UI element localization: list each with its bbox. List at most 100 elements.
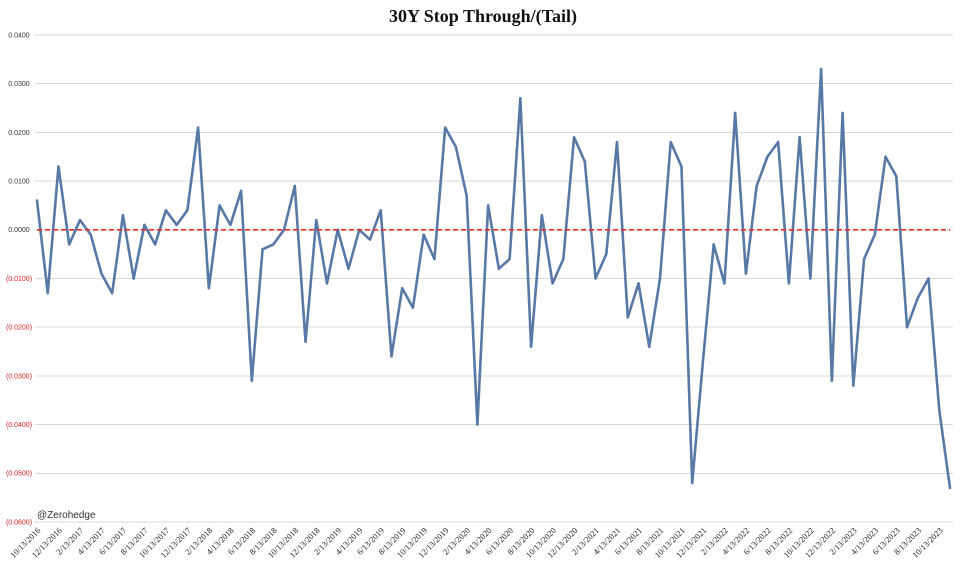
y-tick-label: 0.0100 — [8, 179, 30, 186]
data-point — [905, 326, 909, 329]
data-point — [89, 233, 92, 236]
data-point — [486, 204, 490, 207]
data-point — [626, 316, 629, 319]
data-point — [368, 238, 372, 241]
data-point — [605, 252, 608, 256]
data-point — [583, 160, 586, 163]
data-point — [186, 209, 189, 212]
data-point — [411, 306, 415, 309]
data-point — [637, 282, 640, 285]
watermark: @Zerohedge — [37, 510, 96, 521]
data-point — [648, 345, 651, 348]
data-point — [325, 282, 329, 285]
data-point — [712, 243, 715, 246]
data-point — [819, 67, 823, 71]
data-point — [379, 209, 382, 212]
data-point — [196, 126, 200, 129]
data-point — [347, 267, 350, 270]
data-point — [390, 355, 393, 358]
y-tick-label: 0.0400 — [8, 32, 30, 39]
data-point — [744, 272, 748, 275]
data-point — [798, 136, 801, 139]
data-point — [830, 379, 834, 382]
data-point — [304, 340, 307, 344]
data-point — [948, 486, 952, 490]
data-point — [68, 243, 71, 246]
data-point — [938, 408, 941, 412]
data-point — [164, 209, 168, 212]
y-tick-label: (0.0300) — [6, 373, 32, 380]
data-point — [476, 423, 479, 426]
data-point — [465, 194, 468, 197]
data-point — [551, 282, 554, 285]
y-tick-label: 0.0000 — [8, 227, 30, 234]
data-point — [723, 282, 726, 285]
data-point — [78, 218, 82, 222]
data-point — [787, 282, 791, 285]
y-tick-label: (0.0100) — [6, 276, 32, 283]
data-point — [229, 223, 232, 227]
data-point — [680, 165, 683, 168]
data-point — [519, 97, 522, 100]
data-point — [615, 140, 619, 144]
data-point — [701, 360, 705, 363]
data-point — [884, 155, 887, 158]
data-point — [572, 136, 576, 139]
data-point — [508, 257, 511, 261]
data-point — [766, 155, 769, 158]
data-point — [35, 199, 39, 202]
gridlines — [35, 34, 953, 523]
data-point — [57, 165, 60, 168]
data-point — [862, 257, 866, 261]
data-point — [293, 184, 296, 188]
data-point — [239, 189, 243, 193]
data-point — [529, 345, 533, 348]
y-tick-label: (0.0500) — [6, 471, 32, 478]
data-point — [261, 248, 264, 251]
data-point — [110, 291, 114, 295]
data-point — [433, 257, 436, 261]
data-point — [658, 277, 662, 280]
y-tick-label: (0.0400) — [6, 422, 32, 429]
data-point — [454, 145, 458, 149]
series-line — [35, 67, 952, 490]
data-point — [218, 204, 221, 207]
data-point — [540, 213, 544, 217]
data-point — [207, 287, 211, 290]
data-point — [132, 277, 135, 280]
data-point — [175, 223, 178, 227]
data-point — [916, 296, 919, 300]
data-point — [669, 140, 672, 144]
data-point — [121, 213, 125, 217]
series-group — [35, 67, 952, 490]
data-point — [443, 126, 447, 129]
data-point — [272, 243, 275, 246]
data-point — [153, 243, 157, 246]
chart-title: 30Y Stop Through/(Tail) — [389, 6, 577, 27]
data-point — [852, 384, 855, 387]
y-tick-label: 0.0300 — [8, 81, 30, 88]
data-point — [100, 272, 103, 275]
data-point — [315, 218, 318, 222]
y-tick-label: (0.0200) — [6, 325, 32, 332]
data-point — [927, 277, 930, 280]
data-point — [733, 111, 737, 115]
y-tick-label: (0.0600) — [6, 519, 32, 526]
y-tick-label: 0.0200 — [8, 130, 30, 137]
data-point — [776, 140, 780, 144]
data-point — [497, 267, 501, 270]
data-point — [250, 379, 254, 382]
data-point — [46, 291, 49, 295]
data-point — [143, 223, 146, 227]
data-point — [873, 233, 877, 236]
data-point — [422, 233, 425, 236]
data-point — [282, 228, 286, 231]
data-point — [895, 175, 898, 178]
data-point — [755, 184, 758, 188]
data-point — [562, 257, 565, 261]
data-point — [691, 481, 694, 485]
data-point — [594, 277, 597, 280]
data-point — [809, 277, 812, 280]
